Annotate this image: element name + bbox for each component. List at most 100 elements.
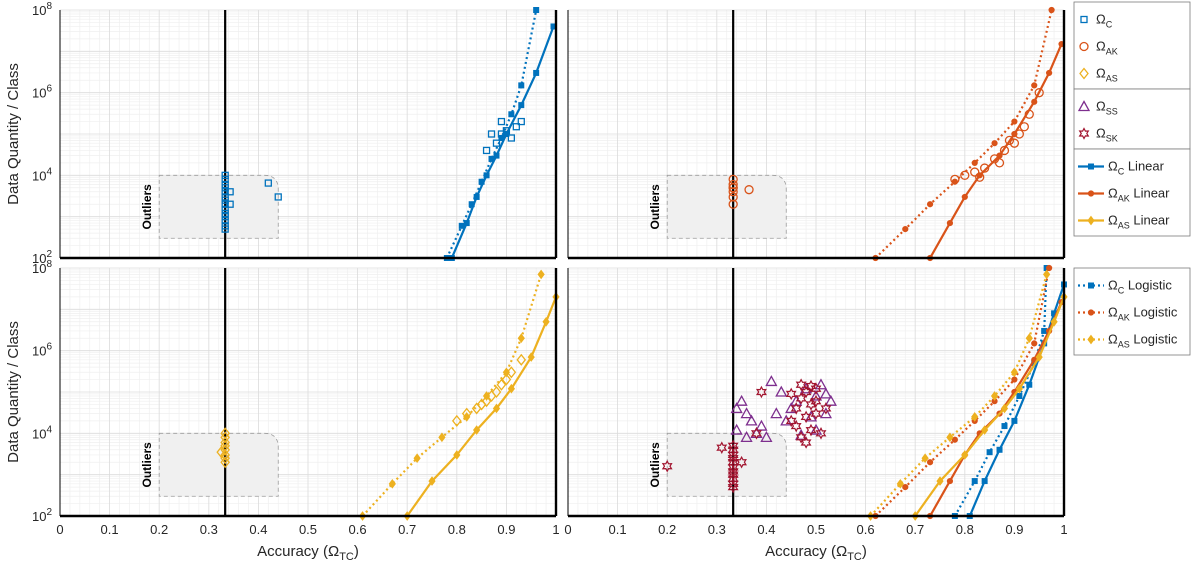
- data-point: [730, 423, 743, 435]
- x-tick-label: 0.7: [398, 522, 416, 537]
- data-point: [542, 316, 550, 327]
- series-AS-outliers: [216, 427, 231, 469]
- data-point: [1031, 98, 1038, 105]
- data-point: [1041, 327, 1048, 334]
- x-tick-label: 0.1: [609, 522, 627, 537]
- data-point: [428, 476, 436, 486]
- data-point: [517, 333, 525, 344]
- legend-label: ΩSS: [1096, 99, 1118, 117]
- data-point: [498, 135, 505, 142]
- data-point: [727, 443, 739, 457]
- data-point: [795, 430, 807, 444]
- data-point: [1001, 423, 1008, 430]
- legend-box: [1073, 1, 1191, 90]
- data-point: [740, 431, 753, 442]
- data-point: [727, 472, 739, 486]
- data-point: [507, 383, 515, 394]
- legend-item: ΩSS: [1077, 99, 1118, 117]
- x-tick-label: 0.6: [349, 522, 367, 537]
- data-point: [981, 425, 989, 435]
- x-tick-label: 0.2: [658, 522, 676, 537]
- data-point: [221, 213, 229, 221]
- series-SK-measured: [661, 378, 832, 473]
- y-tick-label: 104: [32, 166, 52, 183]
- legend-item: ΩC Logistic: [1078, 278, 1172, 296]
- data-point: [1026, 381, 1033, 388]
- data-point: [785, 387, 797, 401]
- data-point: [946, 477, 954, 485]
- data-point: [1009, 138, 1020, 148]
- x-tick-label: 0.5: [807, 522, 825, 537]
- data-point: [814, 378, 828, 390]
- legend-box: [1073, 88, 1191, 150]
- series-C-outliers: [221, 171, 282, 233]
- legend-item: ΩSK: [1078, 126, 1118, 144]
- data-point: [221, 188, 229, 196]
- data-point: [1031, 340, 1038, 347]
- data-point: [221, 196, 229, 204]
- data-point: [517, 117, 525, 126]
- data-point: [727, 477, 739, 491]
- legend-item: ΩAS Logistic: [1078, 332, 1178, 350]
- series-line: [953, 267, 1048, 517]
- data-point: [740, 407, 753, 419]
- x-tick-label: 0.3: [708, 522, 726, 537]
- data-point: [800, 436, 812, 449]
- data-point: [661, 459, 673, 473]
- x-tick-label: 0.6: [857, 522, 875, 537]
- data-point: [518, 102, 525, 109]
- x-tick-label: 0.9: [497, 522, 515, 537]
- data-point: [727, 448, 739, 462]
- data-point: [438, 432, 446, 443]
- outlier-region: [158, 432, 279, 497]
- data-point: [502, 367, 511, 378]
- legend-label: ΩAS Linear: [1108, 213, 1170, 231]
- y-tick-label: 102: [32, 507, 52, 524]
- series-AS-linear: [911, 292, 1068, 521]
- data-point: [482, 391, 491, 401]
- data-point: [518, 82, 525, 89]
- data-point: [1050, 316, 1058, 327]
- series-SK-outliers: [727, 439, 739, 494]
- data-point: [896, 479, 904, 489]
- y-tick-label: 106: [32, 342, 52, 359]
- outliers-label: Outliers: [648, 184, 662, 230]
- data-point: [735, 394, 748, 406]
- x-tick-label: 0.8: [956, 522, 974, 537]
- data-point: [770, 407, 783, 419]
- x-tick-label: 0.8: [448, 522, 466, 537]
- data-point: [926, 459, 934, 466]
- data-point: [970, 167, 980, 177]
- data-point: [727, 480, 739, 494]
- data-point: [1000, 403, 1009, 414]
- data-point: [765, 375, 778, 387]
- series-line: [361, 274, 543, 517]
- data-point: [468, 201, 475, 208]
- data-point: [820, 402, 832, 415]
- x-tick-label: 0: [564, 522, 571, 537]
- panel-top-right: Outliers: [567, 6, 1066, 262]
- data-point: [487, 130, 496, 138]
- data-point: [744, 185, 754, 195]
- data-point: [1043, 269, 1051, 280]
- data-point: [994, 158, 1005, 168]
- data-point: [785, 414, 797, 428]
- data-point: [790, 402, 802, 415]
- panel-bottom-left: Outliers 102 104 106 108 0 0.1 0.2 0.3 0.4 0.5 0.6 0…: [5, 259, 560, 563]
- data-point: [971, 412, 979, 422]
- data-point: [926, 201, 934, 208]
- data-point: [981, 478, 988, 485]
- data-point: [1015, 383, 1023, 394]
- data-point: [491, 385, 502, 399]
- series-line: [968, 284, 1066, 517]
- data-point: [1011, 417, 1018, 424]
- data-point: [819, 407, 833, 419]
- data-point: [388, 479, 396, 489]
- data-point: [508, 111, 515, 118]
- data-point: [537, 269, 545, 280]
- x-tick-label: 0.4: [249, 522, 267, 537]
- legend-marker: [1088, 282, 1094, 289]
- series-AK-linear: [926, 40, 1065, 262]
- legend-label: ΩAK Logistic: [1108, 305, 1178, 323]
- y-tick-label: 104: [32, 424, 52, 441]
